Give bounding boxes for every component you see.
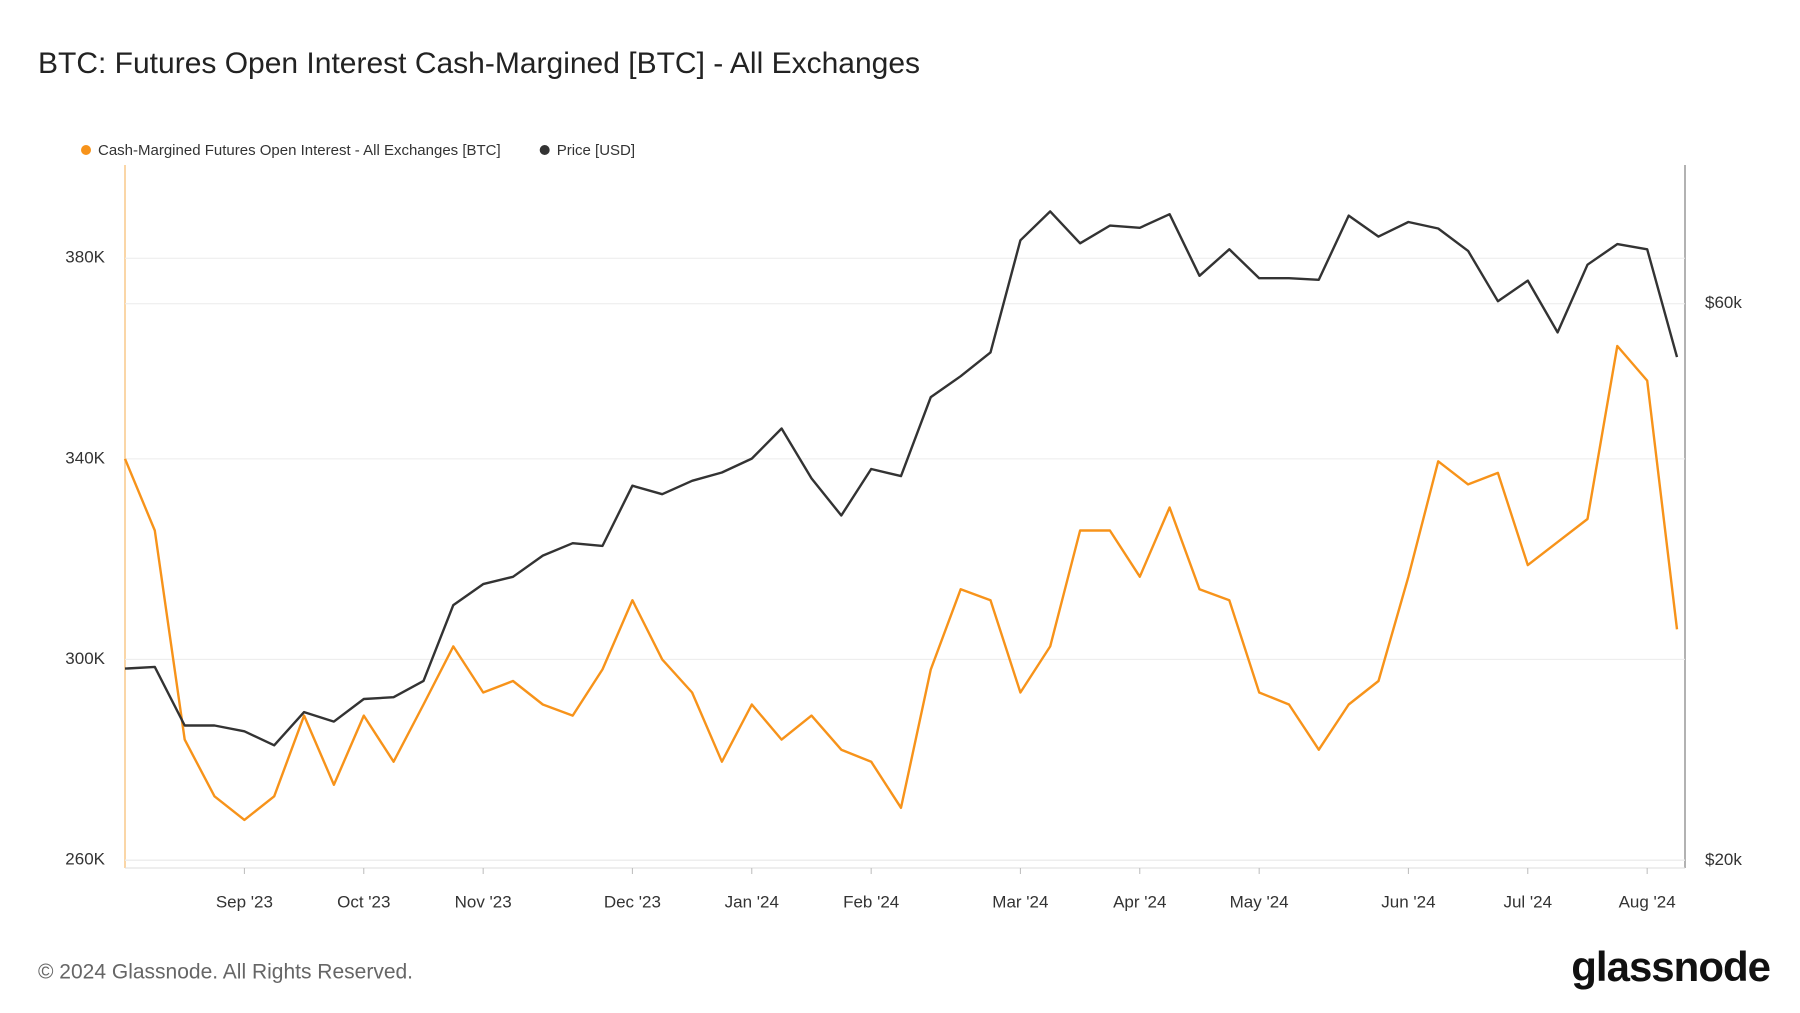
x-tick-label: Jan '24	[725, 892, 779, 911]
legend-label: Cash-Margined Futures Open Interest - Al…	[98, 142, 501, 159]
y2-tick-label: $60k	[1705, 293, 1742, 312]
x-tick-label: Sep '23	[216, 892, 273, 911]
x-tick-label: Apr '24	[1113, 892, 1166, 911]
x-tick-label: Jun '24	[1381, 892, 1435, 911]
chart-title: BTC: Futures Open Interest Cash-Margined…	[38, 47, 920, 80]
series-line	[124, 210, 1679, 747]
series-line	[123, 344, 1679, 822]
legend-label: Price [USD]	[557, 142, 635, 159]
y-tick-label: 300K	[65, 649, 105, 668]
y2-tick-label: $20k	[1705, 850, 1742, 869]
x-tick-label: Aug '24	[1619, 892, 1676, 911]
legend-swatch	[539, 145, 550, 155]
y-tick-label: 260K	[65, 849, 105, 868]
x-tick-label: Nov '23	[455, 892, 512, 911]
x-tick-label: Dec '23	[604, 892, 661, 911]
x-tick-label: Mar '24	[992, 892, 1048, 911]
x-tick-label: May '24	[1230, 892, 1289, 911]
y-tick-label: 380K	[65, 248, 105, 267]
legend-swatch	[81, 145, 91, 155]
y-tick-label: 340K	[65, 448, 105, 467]
x-tick-label: Feb '24	[843, 892, 899, 911]
x-tick-label: Jul '24	[1503, 892, 1552, 911]
footer: © 2024 Glassnode. All Rights Reserved.	[38, 961, 413, 984]
brand-logo: glassnode	[1571, 943, 1770, 990]
x-tick-label: Oct '23	[337, 892, 390, 911]
